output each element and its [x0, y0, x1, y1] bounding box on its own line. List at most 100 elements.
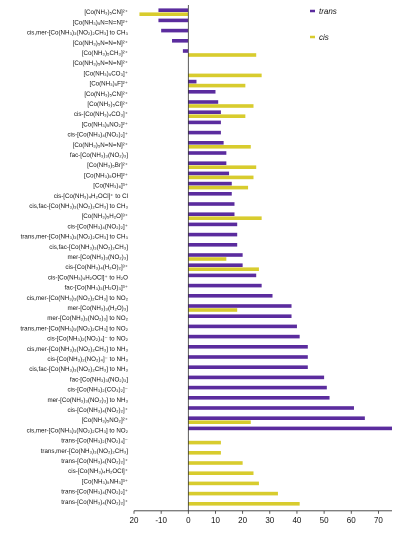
bar-trans-24 [188, 253, 243, 257]
x-tick-label: 60 [347, 516, 356, 525]
bar-trans-34 [188, 355, 308, 359]
bar-trans-37 [188, 385, 327, 390]
bar-trans-11 [188, 120, 221, 125]
bar-trans-13 [188, 141, 224, 145]
bar-cis-48 [188, 502, 300, 506]
legend: trans cis [310, 7, 337, 42]
bar-cis-7 [188, 83, 246, 88]
category-label-12: cis-[Co(NH₃)₄(NO₂)₂]⁺ [67, 132, 128, 139]
category-label-37: cis-[Co(NH₃)₂(CO₃)₂]⁻ [67, 387, 128, 394]
bar-cis-15 [188, 165, 257, 169]
category-label-34: cis-[Co(NH₃)₂(NO₂)₄]⁻ to NH₃ [47, 356, 128, 363]
x-tick-label: 20 [238, 516, 247, 525]
x-tick-label: 50 [320, 516, 329, 525]
bar-cis-4 [188, 53, 257, 57]
category-label-40: [Co(NH₃)₅NO₂]²⁺ [82, 417, 128, 424]
category-labels: [Co(NH₃)₅CN]²⁺ [Co(NH₃)₅N=N=N]²⁺ cis,mer-[… [20, 9, 128, 506]
bar-cis-46 [188, 481, 259, 486]
category-label-48: trans-[Co(NH₃)₄(NO₂)₂]⁺ [61, 499, 128, 506]
bar-cis-47 [188, 491, 278, 496]
category-label-32: cis-[Co(NH₃)₂(NO₂)₄]⁻ to NO₂ [47, 336, 128, 343]
category-label-36: fac-[Co(NH₃)₃(NO₂)₃] [70, 376, 128, 383]
bar-trans-10 [188, 110, 221, 114]
bar-trans-4 [182, 49, 189, 53]
category-label-44: trans-[Co(NH₃)₄(NO₂)₂]⁺ [61, 458, 128, 465]
bar-trans-32 [188, 334, 300, 339]
x-tick-label: 0 [186, 516, 191, 525]
bar-trans-9 [188, 100, 219, 104]
bar-trans-8 [188, 90, 216, 94]
bars-group [139, 8, 392, 506]
bar-trans-22 [188, 232, 238, 237]
category-label-11: [Co(NH₃)₅NO₂]²⁺ [82, 121, 128, 128]
bar-trans-15 [188, 161, 227, 165]
category-label-1: [Co(NH₃)₅N=N=N]²⁺ [73, 19, 128, 26]
bar-trans-40 [188, 416, 365, 420]
category-label-22: trans,mer-[Co(NH₃)₃(NO₂)₂CH₃] to CH₃ [21, 234, 129, 241]
bar-cis-6 [188, 73, 262, 78]
bar-trans-31 [188, 324, 297, 329]
bar-trans-12 [188, 130, 221, 135]
bar-trans-14 [188, 151, 227, 155]
bar-trans-29 [188, 304, 292, 308]
category-label-42: trans-[Co(NH₃)₂(NO₂)₄]⁻ [61, 438, 128, 445]
bar-trans-35 [188, 365, 308, 369]
category-label-24: mer-[Co(NH₃)₃(NO₂)₃] [68, 254, 129, 261]
bar-trans-33 [188, 345, 308, 349]
category-label-13: [Co(NH₃)₅N=N=N]²⁺ [73, 142, 128, 149]
bar-cis-16 [188, 175, 254, 180]
category-label-35: cis,fac-[Co(NH₃)₃(NO₂)₂CH₃] to NH₃ [29, 366, 128, 373]
bar-trans-41 [188, 426, 392, 431]
bar-trans-7 [188, 79, 197, 84]
bar-trans-16 [188, 171, 230, 176]
x-axis-ticks: 20 -10 0 10 20 30 40 50 60 70 [130, 510, 383, 525]
bar-trans-20 [188, 212, 235, 216]
bar-trans-38 [188, 396, 330, 400]
bar-cis-13 [188, 145, 251, 149]
category-label-30: mer-[Co(NH₃)₃(NO₂)₃] to NO₂ [47, 315, 128, 322]
bar-trans-2 [161, 28, 189, 33]
bar-cis-29 [188, 308, 238, 312]
bar-cis-43 [188, 451, 221, 455]
category-label-6: [Co(NH₃)₅CO₃]⁺ [84, 70, 129, 77]
category-label-17: [Co(NH₃)₆]³⁺ [93, 183, 128, 190]
category-label-14: fac-[Co(NH₃)₃(NO₂)₃] [70, 152, 128, 159]
bar-cis-0 [139, 12, 189, 16]
category-label-23: cis,fac-[Co(NH₃)₃(NO₂)₂CH₃] [49, 244, 128, 251]
category-label-20: [Co(NH₃)₅H₂O]³⁺ [82, 213, 128, 220]
bar-cis-17 [188, 185, 249, 190]
category-label-0: [Co(NH₃)₅CN]²⁺ [84, 9, 128, 16]
category-label-2: cis,mer-[Co(NH₃)₃(NO₂)₂CH₃] to CH₃ [27, 30, 129, 37]
category-label-8: [Co(NH₃)₅CN]²⁺ [84, 91, 128, 98]
category-label-10: cis-[Co(NH₃)₄CO₃]⁺ [74, 111, 128, 118]
category-label-7: [Co(NH₃)₅F]²⁺ [89, 81, 128, 88]
bar-cis-10 [188, 114, 246, 118]
category-label-43: trans,mer-[Co(NH₃)₃(NO₂)₂CH₃] [41, 448, 129, 455]
category-label-46: [Co(NH₃)₅NH₃]³⁺ [82, 478, 128, 485]
category-label-15: [Co(NH₃)₅Br]²⁺ [87, 162, 128, 169]
category-label-29: mer-[Co(NH₃)₃(H₂O)₃] [68, 305, 129, 312]
bar-trans-17 [188, 181, 232, 186]
legend-label-trans: trans [319, 7, 337, 16]
bar-cis-25 [188, 267, 259, 271]
bar-trans-23 [188, 243, 238, 247]
legend-label-cis: cis [319, 33, 329, 42]
bar-trans-30 [188, 314, 292, 318]
bar-cis-40 [188, 420, 251, 424]
category-label-3: [Co(NH₃)₅N=N=N]²⁺ [73, 40, 128, 47]
x-tick-label: 40 [292, 516, 301, 525]
category-label-18: cis-[Co(NH₃)₄H₂OCl]⁺ to Cl [54, 193, 128, 200]
bar-trans-26 [188, 273, 257, 278]
bar-trans-28 [188, 294, 273, 298]
bar-cis-24 [188, 257, 227, 261]
bar-trans-1 [158, 18, 189, 23]
bar-cis-20 [188, 216, 262, 220]
category-label-5: [Co(NH₃)₅N=N=N]²⁺ [73, 60, 128, 67]
category-label-16: [Co(NH₃)₅OH]²⁺ [84, 172, 128, 179]
x-tick-label: 30 [265, 516, 274, 525]
bar-trans-0 [158, 8, 189, 12]
category-label-33: cis,mer-[Co(NH₃)₃(NO₂)₂CH₃] to NH₃ [27, 346, 129, 353]
category-label-25: cis-[Co(NH₃)₄(H₂O)₂]³⁺ [65, 264, 128, 271]
bar-cis-42 [188, 440, 221, 445]
